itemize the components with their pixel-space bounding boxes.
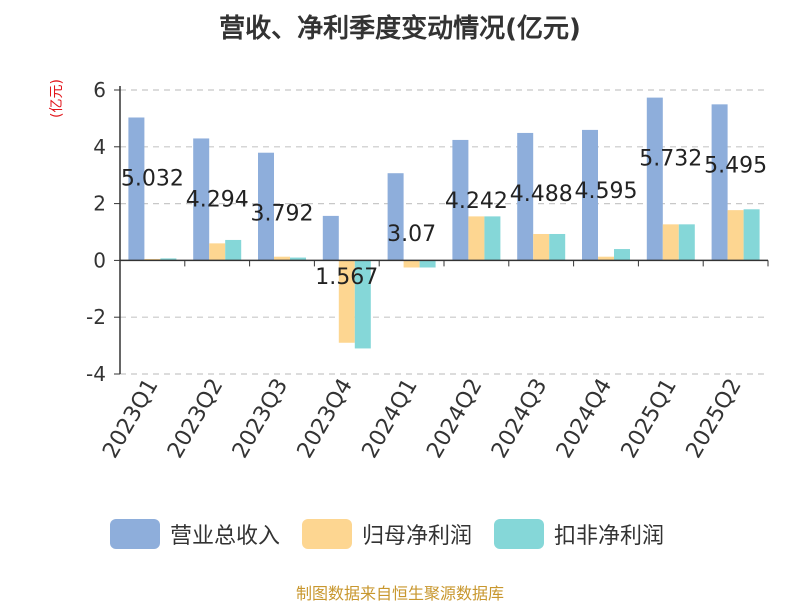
bar	[517, 132, 534, 261]
bar	[209, 243, 226, 261]
data-label: 3.792	[251, 202, 314, 227]
x-tick-label: 2025Q1	[617, 375, 682, 463]
bar	[549, 233, 566, 261]
data-label: 5.732	[639, 147, 702, 172]
bar	[403, 260, 420, 268]
bar	[387, 173, 404, 261]
bar	[662, 224, 679, 261]
bar	[533, 233, 550, 261]
bar	[582, 129, 598, 261]
chart-title: 营收、净利季度变动情况(亿元)	[219, 14, 581, 44]
data-label: 4.595	[575, 179, 638, 204]
y-tick-label: -4	[86, 362, 106, 386]
bar	[274, 256, 290, 261]
bar	[225, 239, 242, 261]
data-label: 3.07	[387, 222, 436, 247]
bar	[128, 117, 145, 261]
data-label: 5.032	[121, 166, 184, 191]
legend-swatch-revenue	[110, 519, 160, 549]
legend-swatch-deducted-profit	[494, 519, 545, 549]
legend: 营业总收入 归母净利润 扣非净利润	[110, 518, 686, 550]
legend-label-deducted-profit: 扣非净利润	[554, 524, 665, 549]
legend-label-revenue: 营业总收入	[170, 524, 281, 549]
bar	[452, 139, 469, 261]
legend-item-net-profit[interactable]: 归母净利润	[302, 518, 472, 550]
bar	[354, 260, 371, 349]
data-label: 5.495	[704, 153, 767, 178]
x-tick-label: 2024Q1	[357, 375, 422, 463]
bar	[678, 224, 695, 261]
data-label: 1.567	[315, 265, 378, 290]
bar	[743, 209, 760, 261]
bar	[727, 210, 744, 261]
bar	[711, 104, 728, 261]
x-tick-label: 2023Q4	[293, 375, 358, 463]
bar	[614, 249, 630, 261]
bar	[193, 138, 210, 261]
data-label: 4.488	[510, 182, 573, 207]
legend-item-revenue[interactable]: 营业总收入	[110, 518, 280, 550]
bar	[258, 152, 274, 261]
y-tick-label: 6	[93, 78, 106, 102]
bar	[598, 256, 614, 261]
y-tick-label: -2	[86, 305, 106, 329]
bar	[160, 258, 177, 261]
bar	[484, 216, 501, 261]
x-tick-label: 2024Q2	[422, 375, 487, 463]
x-tick-label: 2023Q1	[98, 375, 163, 463]
x-tick-label: 2024Q3	[487, 375, 552, 463]
data-label: 4.242	[445, 189, 508, 214]
data-label: 4.294	[186, 187, 249, 212]
bar	[322, 215, 339, 261]
legend-label-net-profit: 归母净利润	[362, 524, 473, 549]
y-tick-label: 0	[93, 248, 106, 272]
x-tick-label: 2025Q2	[681, 375, 746, 463]
bar	[290, 257, 306, 261]
bar	[338, 260, 355, 343]
bar	[468, 216, 485, 261]
legend-swatch-net-profit	[302, 519, 353, 549]
x-tick-label: 2023Q3	[228, 375, 293, 463]
y-tick-label: 2	[93, 192, 106, 216]
x-tick-label: 2024Q4	[552, 375, 617, 463]
bar	[419, 260, 436, 268]
bar	[646, 97, 663, 261]
x-tick-label: 2023Q2	[163, 375, 228, 463]
y-tick-label: 4	[93, 135, 106, 159]
legend-item-deducted-profit[interactable]: 扣非净利润	[494, 518, 664, 550]
source-note: 制图数据来自恒生聚源数据库	[295, 584, 504, 603]
